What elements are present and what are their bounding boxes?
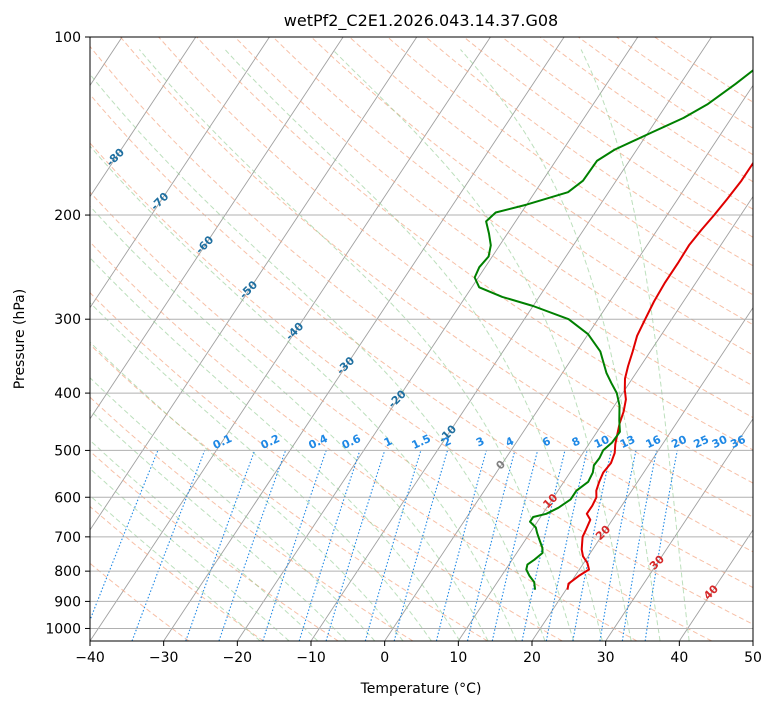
mixing-ratio-line bbox=[545, 450, 588, 641]
mixing-ratio-line bbox=[521, 450, 566, 641]
mixing-ratio-line bbox=[90, 450, 159, 622]
moist-adiabat-line bbox=[90, 301, 432, 641]
x-tick-label: 20 bbox=[523, 650, 541, 666]
chart-title: wetPf2_C2E1.2026.043.14.37.G08 bbox=[284, 11, 558, 31]
isotherm-line bbox=[163, 37, 565, 641]
moist-adiabat-line bbox=[90, 205, 489, 641]
x-tick-label: 10 bbox=[449, 650, 467, 666]
mixing-ratio-label: 25 bbox=[692, 433, 711, 451]
moist-adiabat-line bbox=[224, 49, 603, 641]
moist-adiabat-line bbox=[90, 468, 290, 641]
y-tick-label: 300 bbox=[54, 312, 81, 328]
mixing-ratio-line bbox=[466, 450, 516, 641]
moist-adiabat-line bbox=[90, 494, 261, 641]
x-tick-label: −10 bbox=[296, 650, 326, 666]
x-tick-label: −40 bbox=[75, 650, 105, 666]
mixing-ratio-label: 30 bbox=[710, 433, 730, 451]
isotherm-line bbox=[90, 37, 491, 641]
dry-adiabat-line bbox=[196, 37, 753, 451]
x-tick-label: 50 bbox=[744, 650, 762, 666]
y-tick-label: 1000 bbox=[45, 621, 81, 637]
mixing-ratio-label: 10 bbox=[592, 433, 612, 451]
mixing-ratio-line bbox=[393, 450, 449, 641]
dry-adiabat-line bbox=[120, 37, 753, 518]
x-axis-ticks: −40 −30 −20 −10 0 10 20 30 40 50 bbox=[75, 641, 762, 666]
moist-adiabat-line bbox=[580, 49, 690, 641]
temperature-profile-line bbox=[566, 161, 753, 590]
moist-adiabat-line bbox=[90, 341, 404, 641]
mixing-ratio-line bbox=[185, 450, 256, 641]
dry-adiabat-line bbox=[234, 37, 753, 419]
moist-adiabat-line bbox=[90, 257, 461, 641]
y-tick-label: 100 bbox=[54, 30, 81, 46]
mixing-ratio-label: 36 bbox=[728, 433, 748, 451]
y-tick-label: 900 bbox=[54, 594, 81, 610]
dry-adiabat-line bbox=[90, 191, 712, 641]
isotherm-line bbox=[90, 37, 418, 531]
dry-adiabat-line bbox=[90, 291, 563, 641]
dry-adiabat-line bbox=[90, 343, 488, 641]
y-tick-label: 800 bbox=[54, 564, 81, 580]
y-axis-ticks: 100 200 300 400 500 600 700 800 900 1000 bbox=[45, 30, 90, 637]
isotherm-line bbox=[678, 529, 753, 641]
x-tick-label: 30 bbox=[597, 650, 615, 666]
y-tick-label: 400 bbox=[54, 386, 81, 402]
y-tick-label: 200 bbox=[54, 208, 81, 224]
moist-adiabat-line bbox=[332, 49, 632, 641]
isotherm-line bbox=[90, 37, 344, 420]
mixing-ratio-label: 16 bbox=[644, 433, 664, 451]
mixing-ratio-line bbox=[262, 450, 327, 641]
isotherm-line bbox=[605, 417, 753, 641]
moist-adiabat-line bbox=[90, 377, 376, 641]
x-tick-label: 40 bbox=[670, 650, 688, 666]
x-axis-label: Temperature (°C) bbox=[360, 681, 482, 697]
mixing-ratio-line bbox=[325, 450, 386, 641]
dry-adiabat-line bbox=[349, 37, 753, 326]
plot-frame bbox=[89, 36, 754, 642]
isotherm-line bbox=[384, 84, 753, 641]
moist-adiabat-line bbox=[90, 145, 517, 641]
isotherm-line bbox=[90, 37, 197, 198]
moist-adiabat-line bbox=[90, 409, 347, 641]
pressure-gridlines bbox=[90, 37, 753, 629]
y-tick-label: 500 bbox=[54, 443, 81, 459]
isotherm-line bbox=[236, 37, 639, 641]
mixing-ratio-line bbox=[364, 450, 422, 641]
mixing-ratio-label: 13 bbox=[618, 433, 637, 451]
moist-adiabat-line bbox=[460, 49, 661, 641]
dry-adiabat-line bbox=[90, 45, 753, 553]
background-lines bbox=[90, 37, 753, 641]
dewpoint-profile-line bbox=[473, 69, 753, 590]
sounding-series bbox=[473, 69, 753, 590]
x-tick-label: −30 bbox=[149, 650, 179, 666]
mixing-ratio-label: 20 bbox=[669, 433, 689, 451]
dry-adiabat-line bbox=[90, 450, 339, 641]
dry-adiabat-line bbox=[272, 37, 753, 387]
y-tick-label: 600 bbox=[54, 490, 81, 506]
isotherm-line bbox=[457, 195, 753, 641]
mixing-ratio-line bbox=[491, 450, 539, 641]
y-axis-label: Pressure (hPa) bbox=[12, 289, 28, 389]
mixing-ratio-line bbox=[218, 450, 287, 641]
x-tick-label: 0 bbox=[380, 650, 389, 666]
moist-adiabat-line bbox=[138, 49, 575, 641]
dry-adiabat-line bbox=[90, 93, 753, 589]
y-tick-label: 700 bbox=[54, 530, 81, 546]
isotherm-line bbox=[90, 37, 270, 309]
dry-adiabat-line bbox=[387, 37, 753, 296]
x-tick-label: −20 bbox=[223, 650, 253, 666]
dry-adiabat-line bbox=[90, 142, 753, 625]
isotherm-line bbox=[531, 306, 753, 641]
moist-adiabat-line bbox=[90, 73, 546, 641]
mixing-ratio-line bbox=[131, 450, 206, 641]
mixing-ratio-line bbox=[298, 450, 361, 641]
